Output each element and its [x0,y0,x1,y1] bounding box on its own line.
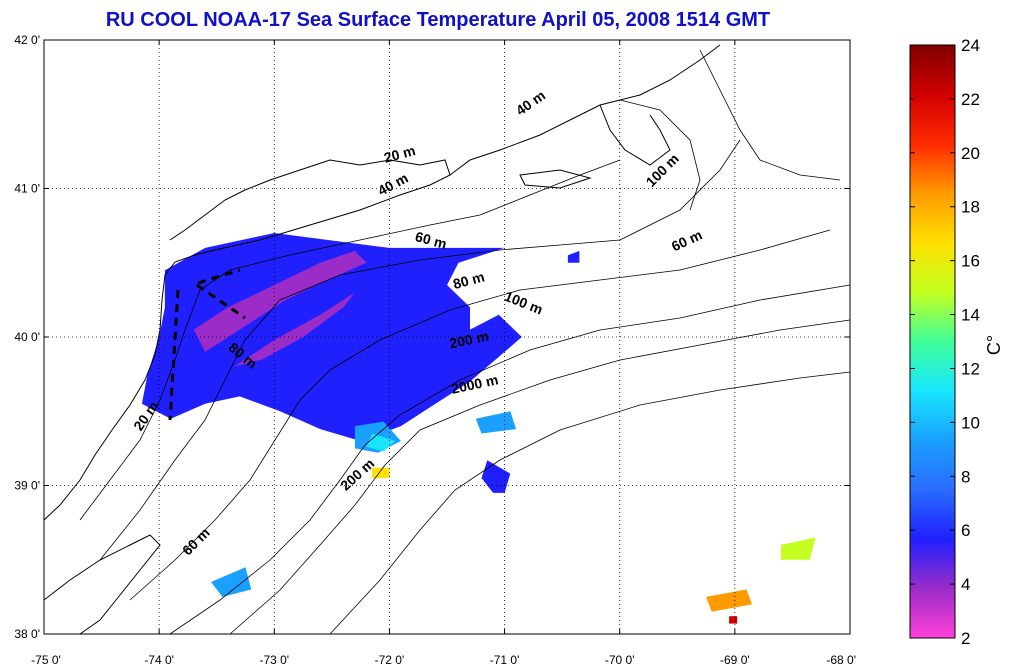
isobath-label: 20 m [382,142,417,166]
colorbar-tick-label: 8 [961,467,970,486]
colorbar-tick-label: 20 [961,144,980,163]
colorbar-tick-label: 2 [961,629,970,648]
colorbar-tick-label: 18 [961,198,980,217]
sst-patch [211,567,252,597]
isobath-200m [229,319,851,635]
isobath-label: 80 m [451,268,486,292]
lat-tick-label: 41 0' [14,182,40,196]
map-axes: -75 0' -74 0' -73 0' -72 0' -71 0' -70 0' -69 … [14,33,856,667]
sst-patch [780,537,816,560]
sst-patch [372,467,390,479]
sst-patch [193,250,367,352]
colorbar-tick-label: 12 [961,359,980,378]
colorbar-tick-label: 14 [961,306,980,325]
transect-line-3 [197,268,241,285]
lon-tick-label: -75 0' [31,653,61,667]
lon-tick-label: -72 0' [375,653,405,667]
isobath-40m [99,139,741,561]
coastline-islands [519,169,592,189]
isobath-georges-100m [699,49,841,181]
coastline-new-england [449,44,721,176]
lat-tick-label: 38 0' [14,627,40,641]
colorbar-tick-label: 16 [961,252,980,271]
lat-tick-label: 42 0' [14,33,40,47]
sst-patch [729,616,738,624]
isobath-georges-40m [619,99,701,211]
isobath-60m [129,229,831,601]
transect-layer [168,268,246,421]
lat-tick-label: 40 0' [14,330,40,344]
map-title: RU COOL NOAA-17 Sea Surface Temperature … [106,9,770,31]
lon-tick-label: -68 0' [826,653,856,667]
coastline-cape-cod [599,104,671,166]
coastline-delmarva [43,534,161,635]
sst-patch [706,589,753,612]
isobath-100m [169,284,851,635]
isobath-layer [79,49,851,635]
graticule [44,40,850,634]
sst-patch [475,411,517,434]
colorbar-tick-label: 22 [961,90,980,109]
lat-tick-label: 39 0' [14,479,40,493]
sst-patch [481,460,511,493]
colorbar-tick-label: 10 [961,413,980,432]
colorbar-tick-label: 4 [961,575,970,594]
colorbar-scale [909,44,956,639]
coastline-long-island [169,159,451,251]
lon-tick-label: -70 0' [605,653,635,667]
sst-patch [567,250,580,263]
transect-line-1 [168,289,180,421]
coastline-new-jersey [43,249,216,521]
lon-tick-label: -71 0' [490,653,520,667]
sst-patch [234,292,355,367]
lon-tick-label: -69 0' [720,653,750,667]
sst-data-layer [141,233,816,624]
sst-patch [141,233,522,441]
isobath-20m [79,159,621,521]
transect-line-2 [196,283,246,320]
lon-tick-label: -74 0' [144,653,174,667]
coastline-layer [43,44,721,635]
colorbar-tick-label: 24 [961,36,980,55]
isobath-label: 60 m [414,228,449,252]
lon-tick-label: -73 0' [259,653,289,667]
isobath-2000m [329,371,851,635]
colorbar-unit: C° [984,335,1004,355]
colorbar-tick-label: 6 [961,521,970,540]
